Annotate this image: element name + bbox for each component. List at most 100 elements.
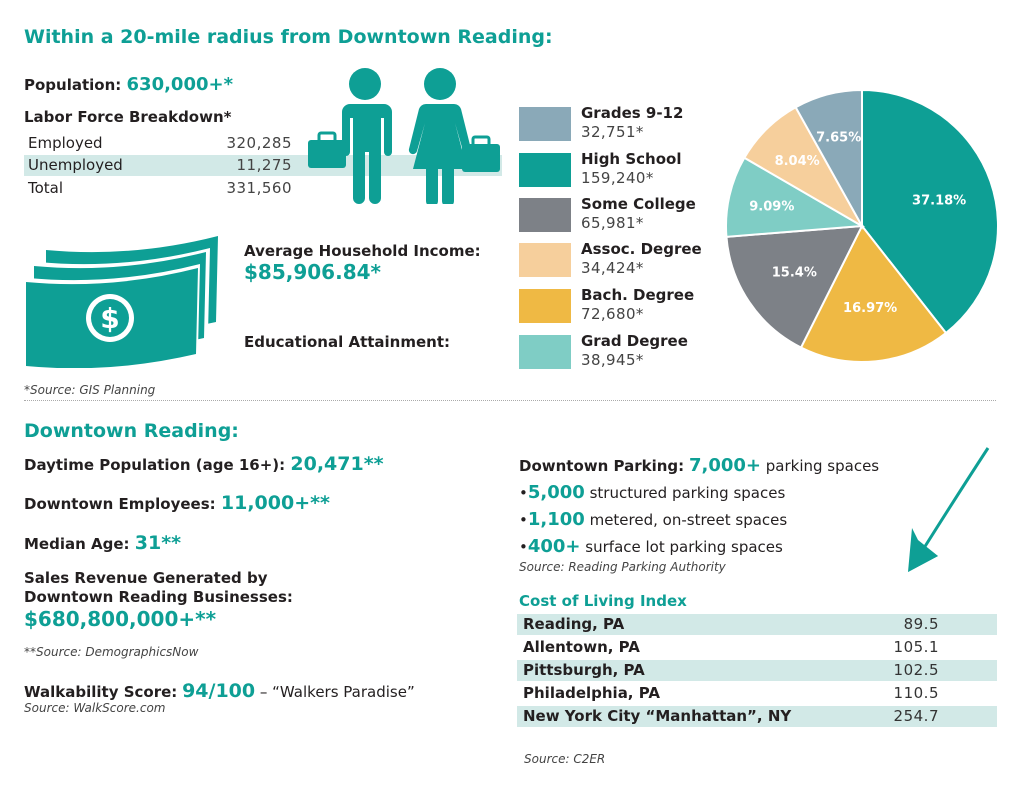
cost-row: Reading, PA 89.5 [517,614,997,635]
cost-value: 110.5 [893,684,939,702]
population-label: Population: [24,76,122,94]
population-line: Population: 630,000+* [24,74,233,95]
walkability-label: Walkability Score: [24,683,178,701]
labor-label: Total [28,179,64,197]
parking-item-desc: surface lot parking spaces [585,538,783,556]
parking-item-desc: metered, on-street spaces [589,511,788,529]
walkability-source: Source: WalkScore.com [24,701,166,715]
parking-item-desc: structured parking spaces [589,484,786,502]
cost-city: Reading, PA [523,615,625,633]
legend-swatch [519,198,571,232]
walkability-line: Walkability Score: 94/100 – “Walkers Par… [24,680,415,702]
bullet: • [519,538,528,556]
legend-count: 38,945* [581,351,644,369]
employees-line: Downtown Employees: 11,000+** [24,492,330,514]
pie-slice-label: 16.97% [843,301,897,316]
cost-city: Pittsburgh, PA [523,661,645,679]
cost-row: Allentown, PA 105.1 [517,637,997,658]
legend-label: Grad Degree [581,332,688,350]
walkability-desc: – “Walkers Paradise” [259,683,415,701]
pie-slice-label: 8.04% [775,154,820,169]
parking-source: Source: Reading Parking Authority [519,560,726,574]
income-label: Average Household Income: [244,242,481,260]
legend-swatch [519,335,571,369]
sales-label-2: Downtown Reading Businesses: [24,588,293,606]
labor-band [24,155,502,176]
parking-line: Downtown Parking: 7,000+ parking spaces [519,455,879,476]
cost-of-living-heading: Cost of Living Index [519,592,687,610]
downtown-source: **Source: DemographicsNow [24,645,199,659]
legend-label: Grades 9-12 [581,104,684,122]
pie-slice [794,88,863,230]
cost-value: 102.5 [893,661,939,679]
cost-value: 105.1 [893,638,939,656]
employees-label: Downtown Employees: [24,495,216,513]
labor-row-total: Total 331,560 [24,178,292,199]
daytime-label: Daytime Population (age 16+): [24,456,286,474]
pie-slice-label: 7.65% [816,131,861,146]
parking-item: •1,100 metered, on-street spaces [519,509,787,530]
daytime-value: 20,471** [290,453,384,475]
bullet: • [519,484,528,502]
pie-slice-label: 15.4% [772,266,817,281]
sales-label-1: Sales Revenue Generated by [24,569,268,587]
legend-label: High School [581,150,682,168]
bullet: • [519,511,528,529]
parking-label: Downtown Parking: [519,457,685,475]
legend-count: 65,981* [581,214,644,232]
legend-label: Some College [581,195,696,213]
legend-count: 72,680* [581,305,644,323]
cost-city: Philadelphia, PA [523,684,660,702]
legend-item: Bach. Degree 72,680* [519,286,719,332]
parking-item-num: 5,000 [527,482,585,503]
cost-row: Pittsburgh, PA 102.5 [517,660,997,681]
education-pie-chart: 37.18% 16.97% 15.4% 9.09% 8.04% 7.65% [725,88,999,363]
arrow-down-left-icon [908,447,990,572]
pie-slice-label: 9.09% [749,200,794,215]
money-icon: $ [26,236,218,368]
cost-city: New York City “Manhattan”, NY [523,707,792,725]
labor-value: 320,285 [226,134,292,152]
sales-value: $680,800,000+** [24,607,217,631]
pie-slice [725,224,864,349]
legend-swatch [519,243,571,277]
pie-slice [861,88,999,335]
parking-item-num: 400+ [527,536,581,557]
median-age-line: Median Age: 31** [24,532,181,554]
cost-of-living-source: Source: C2ER [524,752,606,766]
population-value: 630,000+* [126,74,233,95]
legend-item: Grades 9-12 32,751* [519,104,719,150]
cost-row: New York City “Manhattan”, NY 254.7 [517,706,997,727]
parking-item: •400+ surface lot parking spaces [519,536,783,557]
legend-item: Some College 65,981* [519,195,719,241]
cost-value: 254.7 [893,707,939,725]
legend-count: 32,751* [581,123,644,141]
parking-total: 7,000+ [688,455,761,476]
svg-text:$: $ [100,302,119,335]
legend-count: 34,424* [581,259,644,277]
median-age-value: 31** [134,532,182,554]
pie-slice-label: 37.18% [912,193,966,208]
income-value: $85,906.84* [244,260,381,284]
legend-swatch [519,107,571,141]
labor-row-unemployed: Unemployed 11,275 [24,155,292,176]
cost-city: Allentown, PA [523,638,640,656]
legend-label: Bach. Degree [581,286,695,304]
section-divider [24,400,996,401]
parking-total-desc: parking spaces [765,457,880,475]
cost-value: 89.5 [903,615,939,633]
education-label: Educational Attainment: [244,333,451,351]
labor-label: Employed [28,134,103,152]
pie-slice [799,224,948,363]
legend-count: 159,240* [581,169,654,187]
workers-icon [308,68,500,204]
parking-item: •5,000 structured parking spaces [519,482,785,503]
downtown-heading: Downtown Reading: [24,420,239,442]
legend-item: Assoc. Degree 34,424* [519,240,719,286]
pie-slice [725,156,866,238]
legend-swatch [519,289,571,323]
region-source: *Source: GIS Planning [24,383,156,397]
legend-label: Assoc. Degree [581,240,702,258]
parking-item-num: 1,100 [527,509,585,530]
median-age-label: Median Age: [24,535,130,553]
